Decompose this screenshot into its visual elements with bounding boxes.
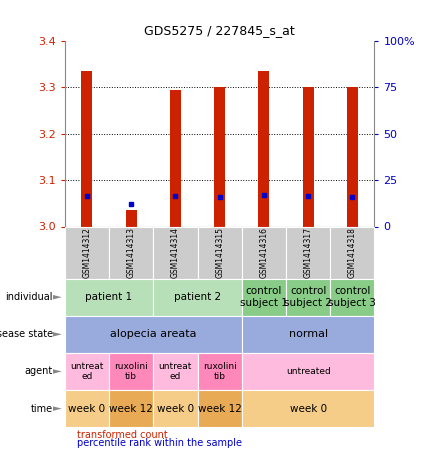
Text: patient 2: patient 2 (174, 292, 221, 302)
Text: untreat
ed: untreat ed (70, 362, 104, 381)
Bar (81, 71, 92, 226)
Title: GDS5275 / 227845_s_at: GDS5275 / 227845_s_at (144, 24, 295, 37)
Text: week 0: week 0 (290, 404, 327, 414)
Bar (214, 87, 225, 226)
Text: GSM1414318: GSM1414318 (348, 227, 357, 278)
Text: week 12: week 12 (198, 404, 242, 414)
Polygon shape (53, 332, 62, 337)
Text: untreated: untreated (286, 367, 331, 376)
Bar (170, 90, 181, 226)
Text: GSM1414315: GSM1414315 (215, 227, 224, 278)
Text: disease state: disease state (0, 329, 53, 339)
Bar (126, 210, 137, 226)
Bar (347, 87, 358, 226)
Text: GSM1414314: GSM1414314 (171, 227, 180, 278)
Text: untreat
ed: untreat ed (159, 362, 192, 381)
Text: control
subject 2: control subject 2 (284, 286, 332, 308)
Text: week 0: week 0 (68, 404, 106, 414)
Text: GSM1414312: GSM1414312 (82, 227, 92, 278)
Text: ruxolini
tib: ruxolini tib (114, 362, 148, 381)
Text: GSM1414317: GSM1414317 (304, 227, 313, 278)
Bar (303, 87, 314, 226)
Polygon shape (53, 295, 62, 299)
Text: week 0: week 0 (157, 404, 194, 414)
Text: time: time (31, 404, 53, 414)
Polygon shape (53, 406, 62, 411)
Polygon shape (53, 369, 62, 374)
Text: ruxolini
tib: ruxolini tib (203, 362, 237, 381)
Text: transformed count: transformed count (77, 430, 168, 440)
Text: percentile rank within the sample: percentile rank within the sample (77, 439, 242, 448)
Text: control
subject 1: control subject 1 (240, 286, 288, 308)
Text: control
subject 3: control subject 3 (328, 286, 376, 308)
Text: individual: individual (6, 292, 53, 302)
Text: alopecia areata: alopecia areata (110, 329, 197, 339)
Text: patient 1: patient 1 (85, 292, 133, 302)
Text: GSM1414313: GSM1414313 (127, 227, 136, 278)
Text: GSM1414316: GSM1414316 (259, 227, 268, 278)
Text: week 12: week 12 (109, 404, 153, 414)
Text: normal: normal (289, 329, 328, 339)
Bar (258, 71, 269, 226)
Text: agent: agent (25, 366, 53, 376)
